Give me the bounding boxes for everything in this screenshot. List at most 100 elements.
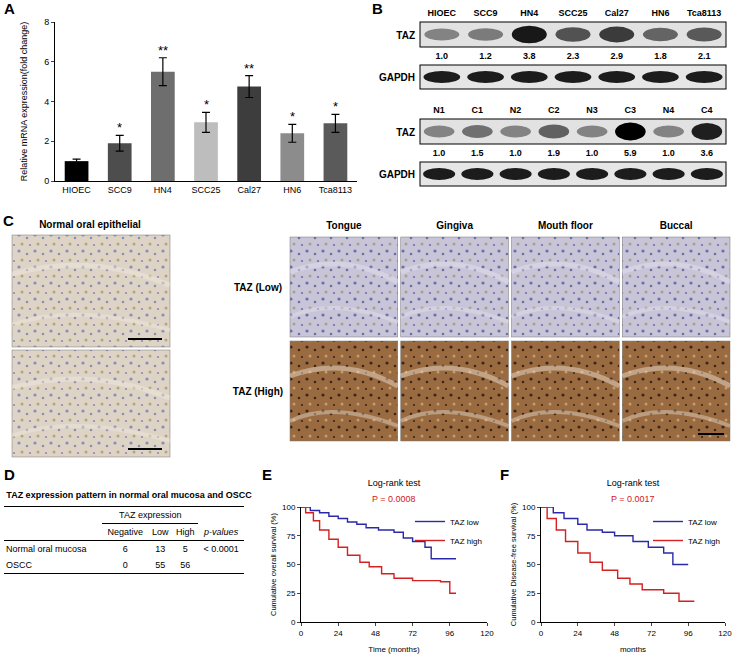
svg-text:24: 24 — [334, 629, 343, 638]
svg-text:Cal27: Cal27 — [605, 8, 629, 18]
svg-text:HN4: HN4 — [154, 185, 172, 195]
svg-text:TAZ: TAZ — [396, 30, 415, 41]
svg-text:C1: C1 — [472, 105, 484, 115]
svg-text:75: 75 — [286, 532, 295, 541]
html-text:A: A — [4, 0, 15, 17]
svg-text:Tca8113: Tca8113 — [687, 8, 721, 18]
svg-text:Cumulative Disease-free surviv: Cumulative Disease-free survival (%) — [509, 502, 518, 626]
svg-text:6: 6 — [44, 57, 49, 67]
svg-text:months: months — [620, 645, 646, 654]
svg-text:72: 72 — [408, 629, 417, 638]
svg-text:TAZ (High): TAZ (High) — [233, 386, 283, 397]
svg-text:GAPDH: GAPDH — [379, 72, 415, 83]
svg-text:3.8: 3.8 — [523, 51, 536, 61]
svg-text:3.6: 3.6 — [701, 148, 714, 158]
html-text:D: D — [4, 466, 15, 483]
svg-text:TAZ high: TAZ high — [688, 537, 720, 546]
svg-text:Mouth floor: Mouth floor — [538, 220, 593, 231]
svg-text:1.5: 1.5 — [471, 148, 484, 158]
svg-text:50: 50 — [526, 560, 535, 569]
svg-text:SCC25: SCC25 — [191, 185, 220, 195]
svg-text:N2: N2 — [510, 105, 522, 115]
svg-text:1.0: 1.0 — [662, 148, 675, 158]
svg-text:SCC9: SCC9 — [108, 185, 132, 195]
html-text:C: C — [3, 212, 14, 229]
svg-text:0: 0 — [531, 618, 536, 627]
svg-text:N4: N4 — [663, 105, 675, 115]
svg-text:*: * — [333, 99, 338, 114]
svg-text:75: 75 — [526, 532, 535, 541]
svg-text:0: 0 — [299, 629, 304, 638]
svg-text:25: 25 — [286, 589, 295, 598]
svg-text:1.0: 1.0 — [586, 148, 599, 158]
svg-text:C2: C2 — [548, 105, 560, 115]
svg-text:1.0: 1.0 — [433, 148, 446, 158]
svg-text:8: 8 — [44, 17, 49, 27]
svg-text:C3: C3 — [625, 105, 637, 115]
svg-text:TAZ (Low): TAZ (Low) — [234, 282, 282, 293]
svg-text:0: 0 — [44, 176, 49, 186]
svg-text:HN4: HN4 — [520, 8, 538, 18]
svg-text:*: * — [204, 97, 209, 112]
html-text:TAZ expression: TAZ expression — [119, 510, 182, 520]
svg-text:HN6: HN6 — [651, 8, 669, 18]
svg-text:Log-rank test: Log-rank test — [368, 478, 421, 488]
svg-text:0: 0 — [539, 629, 544, 638]
svg-text:Relative mRNA expression(fold: Relative mRNA expression(fold change) — [19, 22, 29, 182]
svg-text:2.3: 2.3 — [567, 51, 580, 61]
svg-text:TAZ high: TAZ high — [450, 537, 482, 546]
svg-text:*: * — [290, 109, 295, 124]
svg-text:5.9: 5.9 — [624, 148, 637, 158]
svg-text:72: 72 — [647, 629, 656, 638]
svg-text:2.9: 2.9 — [610, 51, 623, 61]
svg-text:C4: C4 — [701, 105, 713, 115]
svg-text:Log-rank test: Log-rank test — [607, 478, 660, 488]
svg-text:GAPDH: GAPDH — [379, 169, 415, 180]
svg-text:Normal oral epithelial: Normal oral epithelial — [39, 219, 141, 230]
svg-text:1.9: 1.9 — [548, 148, 561, 158]
html-text:TAZ expression pattern in norm: TAZ expression pattern in normal oral mu… — [6, 490, 252, 500]
svg-text:N3: N3 — [586, 105, 598, 115]
svg-text:1.2: 1.2 — [479, 51, 492, 61]
svg-text:120: 120 — [480, 629, 494, 638]
svg-text:120: 120 — [718, 629, 732, 638]
svg-text:100: 100 — [522, 503, 536, 512]
svg-text:P = 0.0008: P = 0.0008 — [372, 494, 416, 504]
svg-text:24: 24 — [573, 629, 582, 638]
svg-text:1.8: 1.8 — [654, 51, 667, 61]
svg-text:2.1: 2.1 — [698, 51, 711, 61]
svg-text:HN6: HN6 — [283, 185, 301, 195]
svg-text:SCC25: SCC25 — [558, 8, 587, 18]
svg-text:0: 0 — [291, 618, 296, 627]
svg-text:25: 25 — [526, 589, 535, 598]
svg-text:50: 50 — [286, 560, 295, 569]
svg-text:**: ** — [158, 43, 168, 58]
svg-text:TAZ low: TAZ low — [688, 518, 717, 527]
svg-text:HIOEC: HIOEC — [428, 8, 457, 18]
svg-text:**: ** — [244, 61, 254, 76]
svg-text:Cal27: Cal27 — [237, 185, 261, 195]
svg-text:*: * — [117, 120, 122, 135]
html-text:B: B — [372, 0, 383, 17]
svg-text:1.0: 1.0 — [509, 148, 522, 158]
svg-text:Tca8113: Tca8113 — [319, 185, 352, 195]
svg-text:Tongue: Tongue — [326, 220, 362, 231]
svg-text:P = 0.0017: P = 0.0017 — [611, 494, 655, 504]
svg-text:1.0: 1.0 — [436, 51, 449, 61]
svg-text:Buccal: Buccal — [660, 220, 693, 231]
svg-text:SCC9: SCC9 — [474, 8, 498, 18]
svg-text:48: 48 — [610, 629, 619, 638]
svg-text:Time (months): Time (months) — [368, 645, 420, 654]
svg-text:TAZ low: TAZ low — [450, 518, 479, 527]
svg-text:TAZ: TAZ — [396, 127, 415, 138]
svg-text:48: 48 — [371, 629, 380, 638]
svg-text:96: 96 — [445, 629, 454, 638]
svg-text:Gingiva: Gingiva — [436, 220, 473, 231]
svg-text:100: 100 — [282, 503, 296, 512]
svg-text:HIOEC: HIOEC — [62, 185, 91, 195]
svg-text:N1: N1 — [433, 105, 445, 115]
svg-text:Cumulative overall survival (%: Cumulative overall survival (%) — [269, 513, 278, 616]
svg-text:2: 2 — [44, 136, 49, 146]
svg-text:4: 4 — [44, 97, 49, 107]
svg-text:96: 96 — [684, 629, 693, 638]
